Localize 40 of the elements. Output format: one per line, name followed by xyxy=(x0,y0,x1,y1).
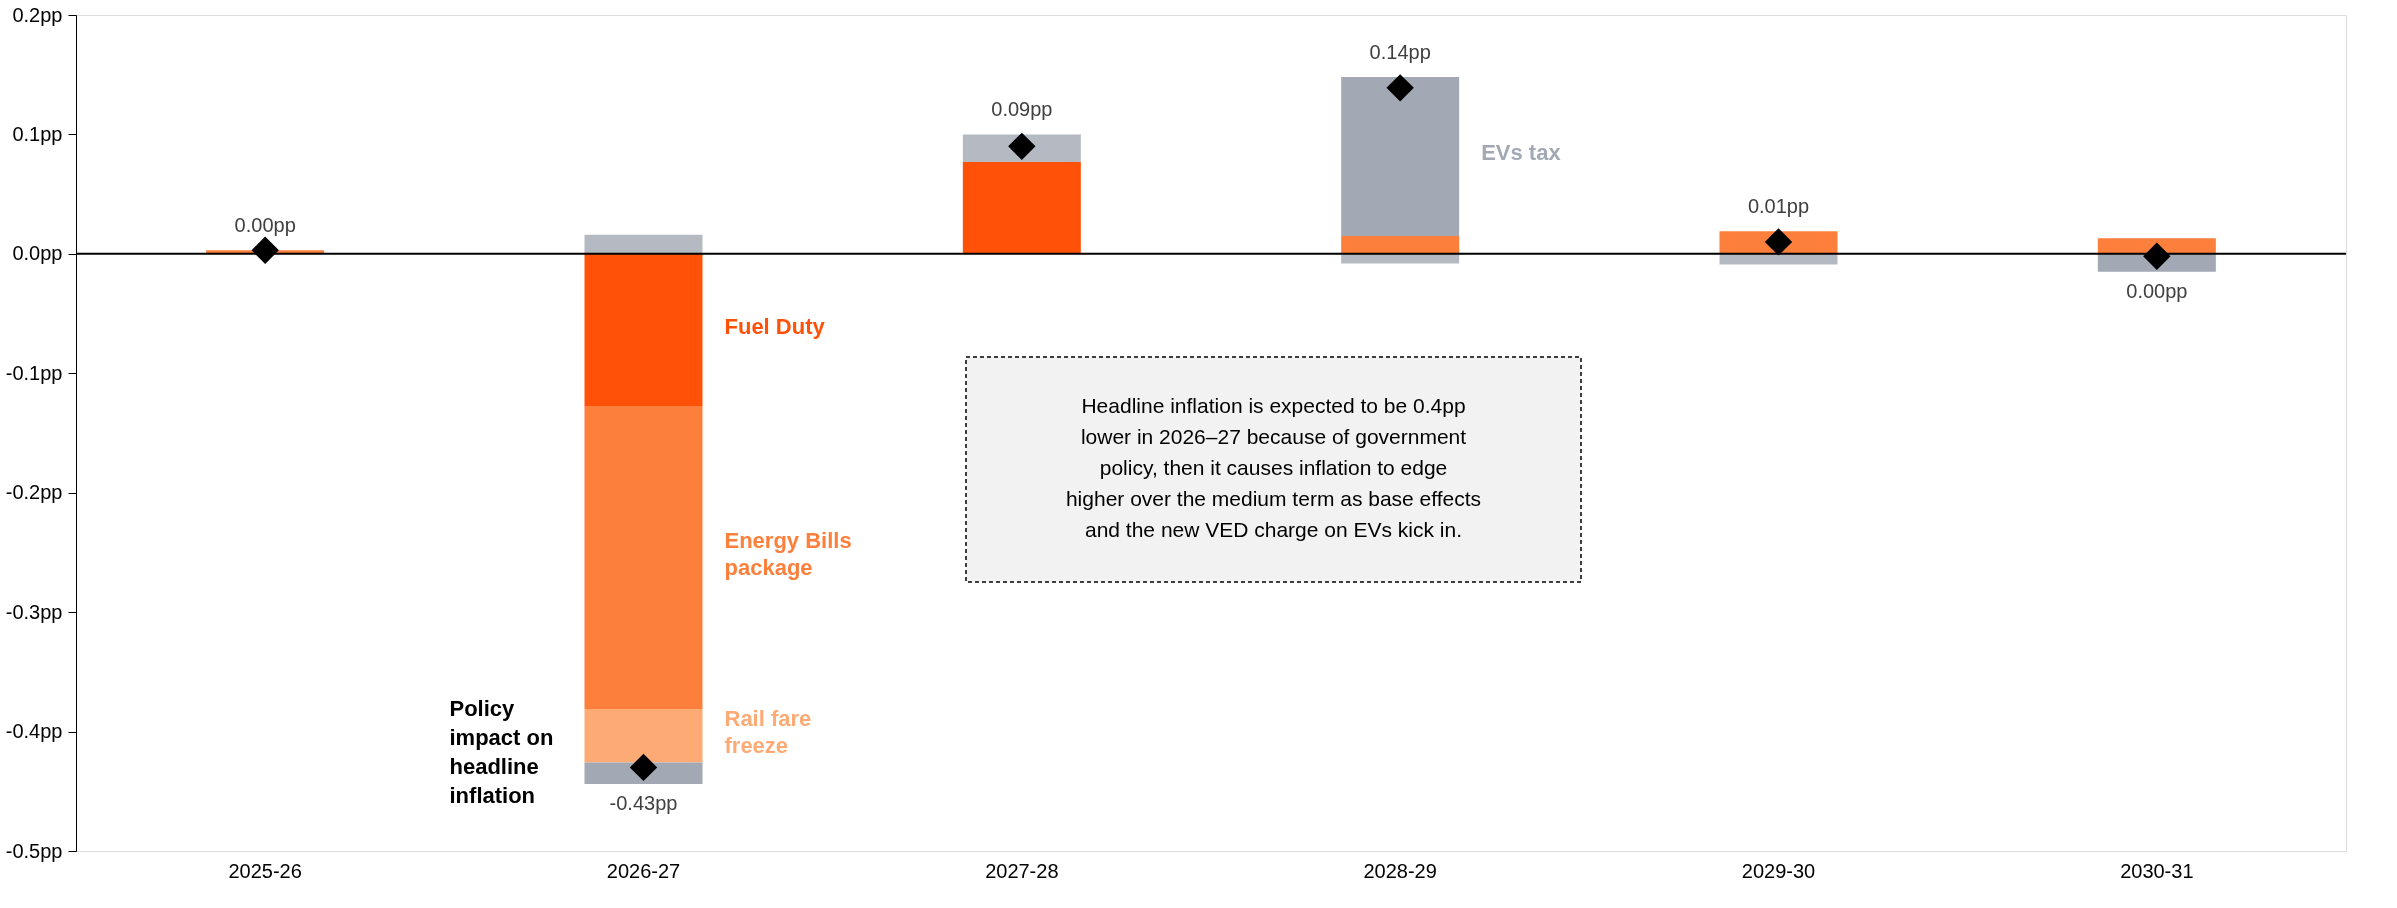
x-tick-label: 2028-29 xyxy=(1363,859,1437,882)
data-label: 0.01pp xyxy=(1747,195,1810,218)
point xyxy=(1008,132,1036,161)
text: Policy impact on headline inflation xyxy=(449,696,554,809)
point xyxy=(251,236,279,264)
bar xyxy=(584,708,703,763)
series-label: Fuel Duty xyxy=(724,313,826,339)
data-label: 0.09pp xyxy=(991,98,1053,121)
y-tick-label: -0.4pp xyxy=(5,720,63,743)
point xyxy=(1764,228,1793,256)
data-label: -0.43pp xyxy=(609,792,678,815)
annotation: Headline inflation is expected to be 0.4pp lower in 2026–27 because of government policy, then it causes inflation to edge higher over the medium term as base effects and the new VED charge on EVs kick in. xyxy=(1065,394,1482,541)
y-tick-label: -0.1pp xyxy=(5,361,63,384)
x-tick-label: 2027-28 xyxy=(985,859,1059,882)
bar xyxy=(584,406,703,709)
data-label: 0.14pp xyxy=(1369,41,1431,64)
bar xyxy=(1341,77,1460,236)
x-tick-label: 2029-30 xyxy=(1741,859,1816,882)
point xyxy=(2143,242,2171,270)
data-label: 0.00pp xyxy=(234,214,296,237)
point xyxy=(1386,74,1414,102)
point xyxy=(629,753,658,782)
y-tick-label: -0.3pp xyxy=(5,600,63,623)
bar xyxy=(1719,253,1838,265)
y-tick-label: 0.0pp xyxy=(12,242,63,265)
series-label: Energy Bills package xyxy=(724,527,852,580)
y-tick-label: -0.5pp xyxy=(5,839,63,862)
series-label: Rail fare freeze xyxy=(724,705,812,758)
data-label: 0.00pp xyxy=(2126,279,2188,302)
y-tick-label: -0.2pp xyxy=(5,481,63,504)
series-label: EVs tax xyxy=(1481,140,1562,166)
x-tick-label: 2026-27 xyxy=(606,859,681,882)
bar xyxy=(1341,235,1460,254)
x-tick-label: 2025-26 xyxy=(228,859,302,882)
bar xyxy=(584,234,703,254)
y-tick-label: 0.2pp xyxy=(12,3,63,26)
x-tick-label: 2030-31 xyxy=(2120,859,2194,882)
bar xyxy=(962,161,1081,254)
bar xyxy=(584,253,703,407)
y-tick-label: 0.1pp xyxy=(12,122,63,145)
